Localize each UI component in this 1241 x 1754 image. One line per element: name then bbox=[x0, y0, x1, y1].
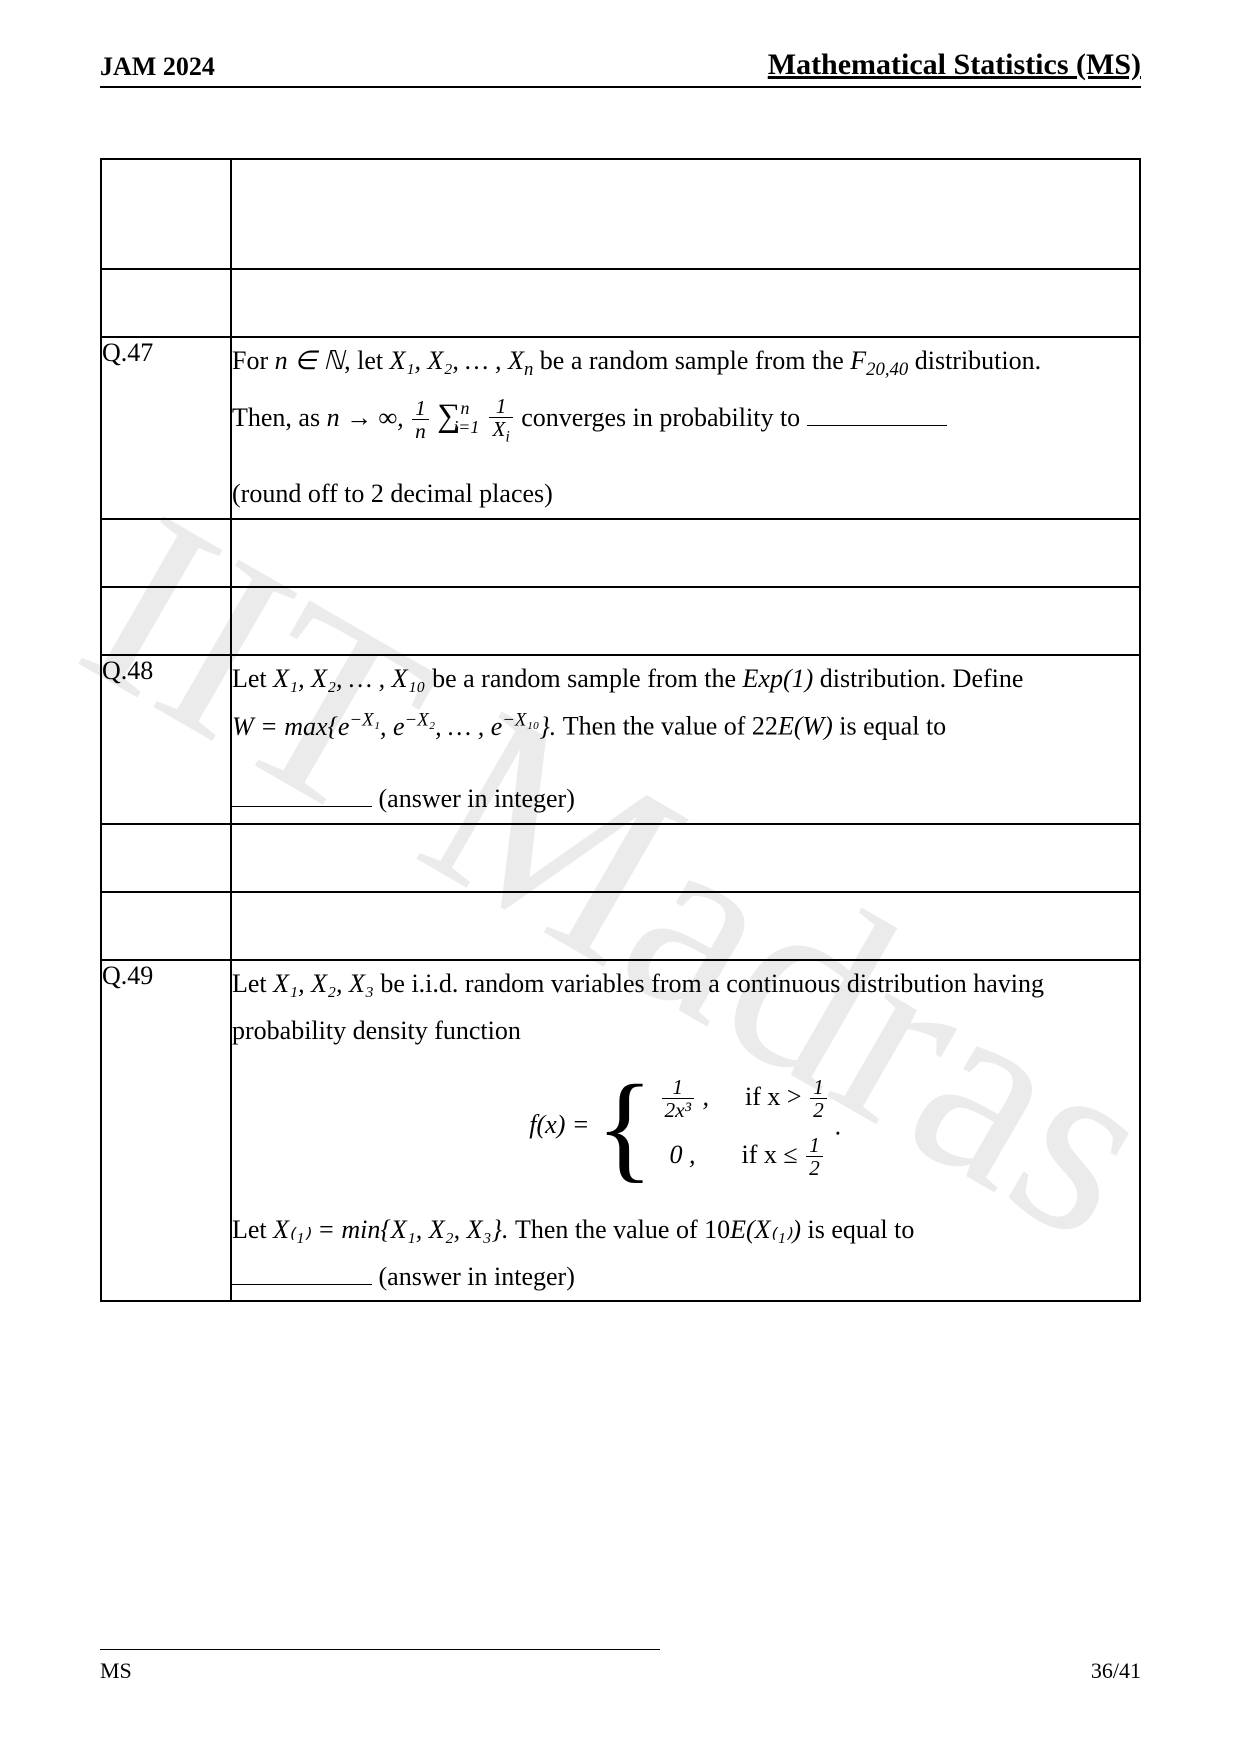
brace-icon: { bbox=[596, 1073, 660, 1181]
hint-text: (round off to 2 decimal places) bbox=[232, 471, 1139, 518]
questions-table: Q.47 For n ∈ ℕ, let X₁, X₂, … , Xn be a … bbox=[100, 158, 1141, 1302]
question-text: Let X₁, X₂, X₃ be i.i.d. random variable… bbox=[231, 960, 1140, 1301]
math: X₁, X₂, … , Xn bbox=[390, 346, 534, 375]
sum: ∑ni=1 bbox=[437, 398, 487, 434]
answer-blank bbox=[807, 400, 947, 426]
math: F20,40 bbox=[850, 346, 908, 375]
text: distribution. Define bbox=[820, 664, 1024, 693]
question-row-49: Q.49 Let X₁, X₂, X₃ be i.i.d. random var… bbox=[101, 960, 1140, 1301]
answer-blank bbox=[232, 1259, 372, 1285]
text: , let bbox=[344, 346, 390, 375]
text: Let bbox=[232, 969, 273, 998]
math: W = max{e−X₁, e−X₂, … , e−X₁₀}. bbox=[232, 712, 563, 741]
math: Exp(1) bbox=[743, 664, 814, 693]
fraction: 1 Xi bbox=[487, 395, 514, 446]
math: E(X₍₁₎) bbox=[730, 1215, 801, 1244]
math: E(W) bbox=[778, 712, 833, 741]
text: Then, as bbox=[232, 403, 327, 432]
spacer-row bbox=[101, 519, 1140, 587]
spacer-row bbox=[101, 824, 1140, 892]
spacer-row bbox=[101, 159, 1140, 269]
text: Let bbox=[232, 1215, 273, 1244]
answer-line: (answer in integer) bbox=[232, 776, 1139, 823]
spacer-row bbox=[101, 587, 1140, 655]
text: For bbox=[232, 346, 275, 375]
math: X₁, X₂, … , X₁₀ bbox=[273, 664, 425, 693]
text: Then the value of 10 bbox=[515, 1215, 730, 1244]
period: . bbox=[835, 1111, 842, 1140]
footer-rule bbox=[100, 1649, 660, 1650]
header-right: Mathematical Statistics (MS) bbox=[768, 48, 1141, 82]
text: distribution. bbox=[915, 346, 1041, 375]
footer-right: 36/41 bbox=[1091, 1658, 1141, 1684]
spacer-row bbox=[101, 892, 1140, 960]
text: probability density function bbox=[232, 1016, 521, 1045]
text: is equal to bbox=[839, 712, 946, 741]
text: be a random sample from the bbox=[540, 346, 850, 375]
question-number: Q.49 bbox=[101, 960, 231, 1301]
math: f(x) = bbox=[529, 1110, 596, 1139]
math: n ∈ ℕ bbox=[275, 346, 344, 375]
question-row-47: Q.47 For n ∈ ℕ, let X₁, X₂, … , Xn be a … bbox=[101, 337, 1140, 519]
piecewise-formula: f(x) = { 1 2x³ , bbox=[232, 1073, 1139, 1181]
hint-text: (answer in integer) bbox=[379, 784, 575, 813]
page-header: JAM 2024 Mathematical Statistics (MS) bbox=[100, 48, 1141, 88]
footer-left: MS bbox=[100, 1658, 132, 1684]
piecewise: { 1 2x³ , if x > bbox=[596, 1073, 829, 1181]
question-number: Q.47 bbox=[101, 337, 231, 519]
question-number: Q.48 bbox=[101, 655, 231, 824]
text: converges in probability to bbox=[521, 403, 806, 432]
hint-text: (answer in integer) bbox=[379, 1262, 575, 1291]
page-footer: MS 36/41 bbox=[100, 1658, 1141, 1684]
text: be i.i.d. random variables from a contin… bbox=[380, 969, 1044, 998]
math: n → ∞, bbox=[327, 403, 404, 432]
math: X₍₁₎ = min{X₁, X₂, X₃}. bbox=[273, 1215, 515, 1244]
text: is equal to bbox=[808, 1215, 915, 1244]
answer-blank bbox=[232, 781, 372, 807]
text: Let bbox=[232, 664, 273, 693]
question-text: Let X₁, X₂, … , X₁₀ be a random sample f… bbox=[231, 655, 1140, 824]
text: be a random sample from the bbox=[432, 664, 742, 693]
question-text: For n ∈ ℕ, let X₁, X₂, … , Xn be a rando… bbox=[231, 337, 1140, 519]
spacer-row bbox=[101, 269, 1140, 337]
text: Then the value of 22 bbox=[563, 712, 778, 741]
fraction: 1 n bbox=[410, 397, 431, 443]
math: X₁, X₂, X₃ bbox=[273, 969, 374, 998]
question-row-48: Q.48 Let X₁, X₂, … , X₁₀ be a random sam… bbox=[101, 655, 1140, 824]
header-left: JAM 2024 bbox=[100, 52, 215, 82]
